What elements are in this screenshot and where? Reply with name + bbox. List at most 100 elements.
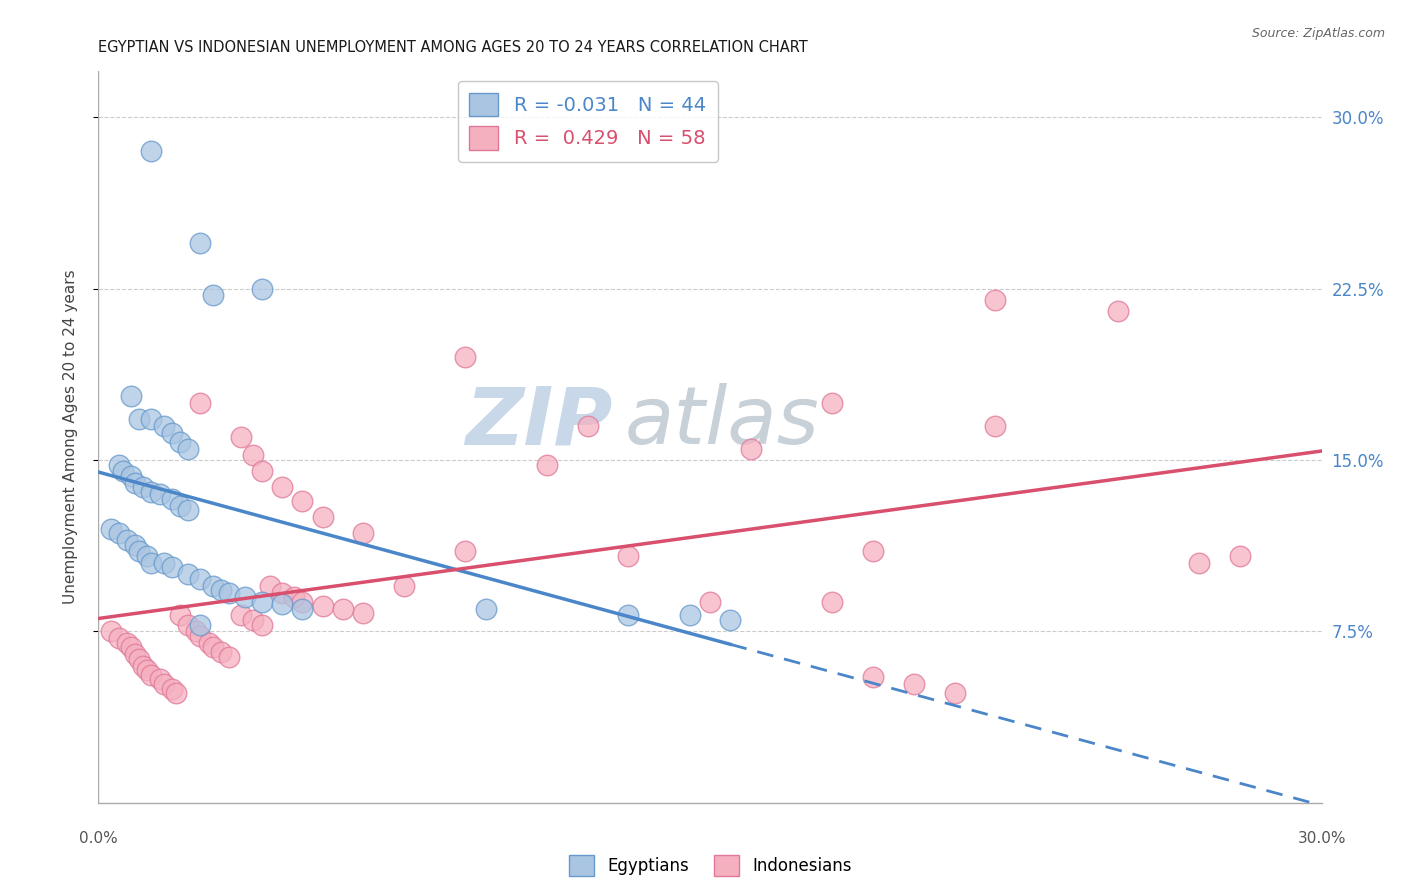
Point	[242, 613, 264, 627]
Point	[984, 418, 1007, 433]
Point	[115, 533, 138, 547]
Point	[177, 617, 200, 632]
Point	[201, 288, 224, 302]
Point	[108, 458, 131, 472]
Point	[160, 560, 183, 574]
Point	[617, 608, 640, 623]
Point	[165, 686, 187, 700]
Point	[177, 503, 200, 517]
Point	[209, 583, 232, 598]
Point	[152, 556, 174, 570]
Text: EGYPTIAN VS INDONESIAN UNEMPLOYMENT AMONG AGES 20 TO 24 YEARS CORRELATION CHART: EGYPTIAN VS INDONESIAN UNEMPLOYMENT AMON…	[98, 40, 808, 55]
Point	[124, 647, 146, 661]
Text: atlas: atlas	[624, 384, 820, 461]
Point	[352, 606, 374, 620]
Point	[209, 645, 232, 659]
Point	[218, 585, 240, 599]
Point	[474, 601, 498, 615]
Text: ZIP: ZIP	[465, 384, 612, 461]
Point	[115, 636, 138, 650]
Text: 30.0%: 30.0%	[1298, 831, 1346, 846]
Point	[270, 585, 294, 599]
Point	[141, 412, 163, 426]
Point	[392, 579, 416, 593]
Point	[141, 485, 163, 500]
Point	[291, 594, 314, 608]
Point	[250, 617, 273, 632]
Point	[136, 549, 159, 563]
Point	[231, 608, 253, 623]
Point	[169, 434, 191, 449]
Point	[128, 652, 150, 666]
Point	[821, 594, 844, 608]
Y-axis label: Unemployment Among Ages 20 to 24 years: Unemployment Among Ages 20 to 24 years	[63, 269, 77, 605]
Point	[120, 640, 142, 655]
Text: Source: ZipAtlas.com: Source: ZipAtlas.com	[1251, 27, 1385, 40]
Point	[160, 491, 183, 506]
Point	[454, 544, 477, 558]
Point	[108, 526, 131, 541]
Point	[120, 389, 142, 403]
Point	[259, 579, 281, 593]
Point	[177, 442, 200, 456]
Point	[100, 521, 122, 535]
Point	[111, 464, 134, 478]
Point	[679, 608, 702, 623]
Point	[740, 442, 762, 456]
Point	[283, 590, 305, 604]
Point	[352, 526, 374, 541]
Point	[250, 594, 273, 608]
Point	[242, 449, 264, 463]
Point	[128, 544, 150, 558]
Point	[984, 293, 1007, 307]
Point	[177, 567, 200, 582]
Point	[270, 597, 294, 611]
Point	[270, 480, 294, 494]
Point	[250, 281, 273, 295]
Text: 0.0%: 0.0%	[79, 831, 118, 846]
Point	[1107, 304, 1129, 318]
Point	[152, 418, 174, 433]
Point	[169, 608, 191, 623]
Point	[152, 677, 174, 691]
Point	[312, 510, 335, 524]
Point	[141, 556, 163, 570]
Point	[188, 572, 212, 586]
Point	[132, 480, 155, 494]
Point	[124, 537, 146, 551]
Point	[188, 629, 212, 643]
Point	[312, 599, 335, 614]
Point	[617, 549, 640, 563]
Point	[141, 145, 163, 159]
Point	[160, 425, 183, 440]
Point	[188, 617, 212, 632]
Point	[862, 670, 884, 684]
Point	[454, 350, 477, 364]
Legend: Egyptians, Indonesians: Egyptians, Indonesians	[562, 848, 858, 882]
Point	[231, 430, 253, 444]
Point	[332, 601, 354, 615]
Point	[536, 458, 558, 472]
Point	[201, 579, 224, 593]
Point	[132, 658, 155, 673]
Point	[720, 613, 742, 627]
Point	[233, 590, 256, 604]
Point	[120, 469, 142, 483]
Point	[149, 487, 172, 501]
Point	[576, 418, 599, 433]
Point	[821, 396, 844, 410]
Point	[169, 499, 191, 513]
Point	[291, 494, 314, 508]
Point	[862, 544, 884, 558]
Point	[141, 667, 163, 681]
Point	[1188, 556, 1211, 570]
Point	[186, 624, 208, 639]
Point	[108, 632, 131, 646]
Point	[100, 624, 122, 639]
Point	[1229, 549, 1251, 563]
Point	[250, 464, 273, 478]
Point	[197, 636, 219, 650]
Point	[943, 686, 966, 700]
Point	[291, 601, 314, 615]
Point	[149, 673, 172, 687]
